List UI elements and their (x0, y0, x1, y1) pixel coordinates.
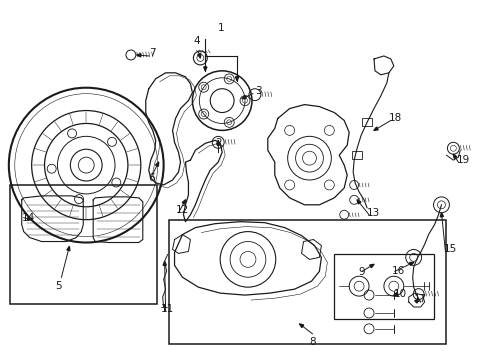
Polygon shape (182, 200, 185, 204)
Text: 3: 3 (254, 86, 261, 96)
Text: 16: 16 (391, 266, 404, 276)
Text: 10: 10 (393, 289, 406, 299)
Polygon shape (242, 95, 246, 99)
Text: 6: 6 (148, 173, 155, 183)
Bar (168, 220, 446, 344)
Polygon shape (369, 264, 373, 268)
Text: 19: 19 (455, 155, 468, 165)
Polygon shape (137, 54, 141, 57)
Text: 11: 11 (161, 304, 174, 314)
Polygon shape (373, 127, 377, 130)
Polygon shape (414, 299, 418, 303)
Text: 7: 7 (148, 48, 155, 58)
Bar (334, 255, 433, 319)
Text: 15: 15 (443, 244, 456, 255)
Text: 2: 2 (214, 138, 221, 148)
Polygon shape (67, 247, 70, 251)
Polygon shape (27, 217, 32, 220)
Text: 5: 5 (55, 281, 61, 291)
Text: 18: 18 (388, 113, 401, 123)
Text: 9: 9 (358, 267, 365, 277)
Text: 14: 14 (21, 213, 35, 223)
Polygon shape (216, 140, 219, 144)
Text: 8: 8 (308, 337, 315, 347)
Text: 13: 13 (366, 208, 380, 218)
Polygon shape (155, 162, 158, 166)
Polygon shape (408, 262, 413, 265)
Text: 1: 1 (218, 23, 224, 33)
Polygon shape (203, 67, 206, 71)
Polygon shape (163, 261, 166, 265)
Polygon shape (393, 292, 397, 295)
Text: 17: 17 (413, 294, 426, 304)
Polygon shape (356, 200, 360, 204)
Polygon shape (299, 324, 303, 328)
Text: 4: 4 (193, 36, 199, 46)
Text: 12: 12 (175, 205, 188, 215)
Polygon shape (439, 213, 443, 217)
Bar (351, 151, 361, 159)
Polygon shape (197, 54, 201, 58)
Polygon shape (452, 154, 456, 158)
Bar (10, 185, 156, 304)
Bar (361, 118, 371, 126)
Polygon shape (235, 77, 238, 81)
